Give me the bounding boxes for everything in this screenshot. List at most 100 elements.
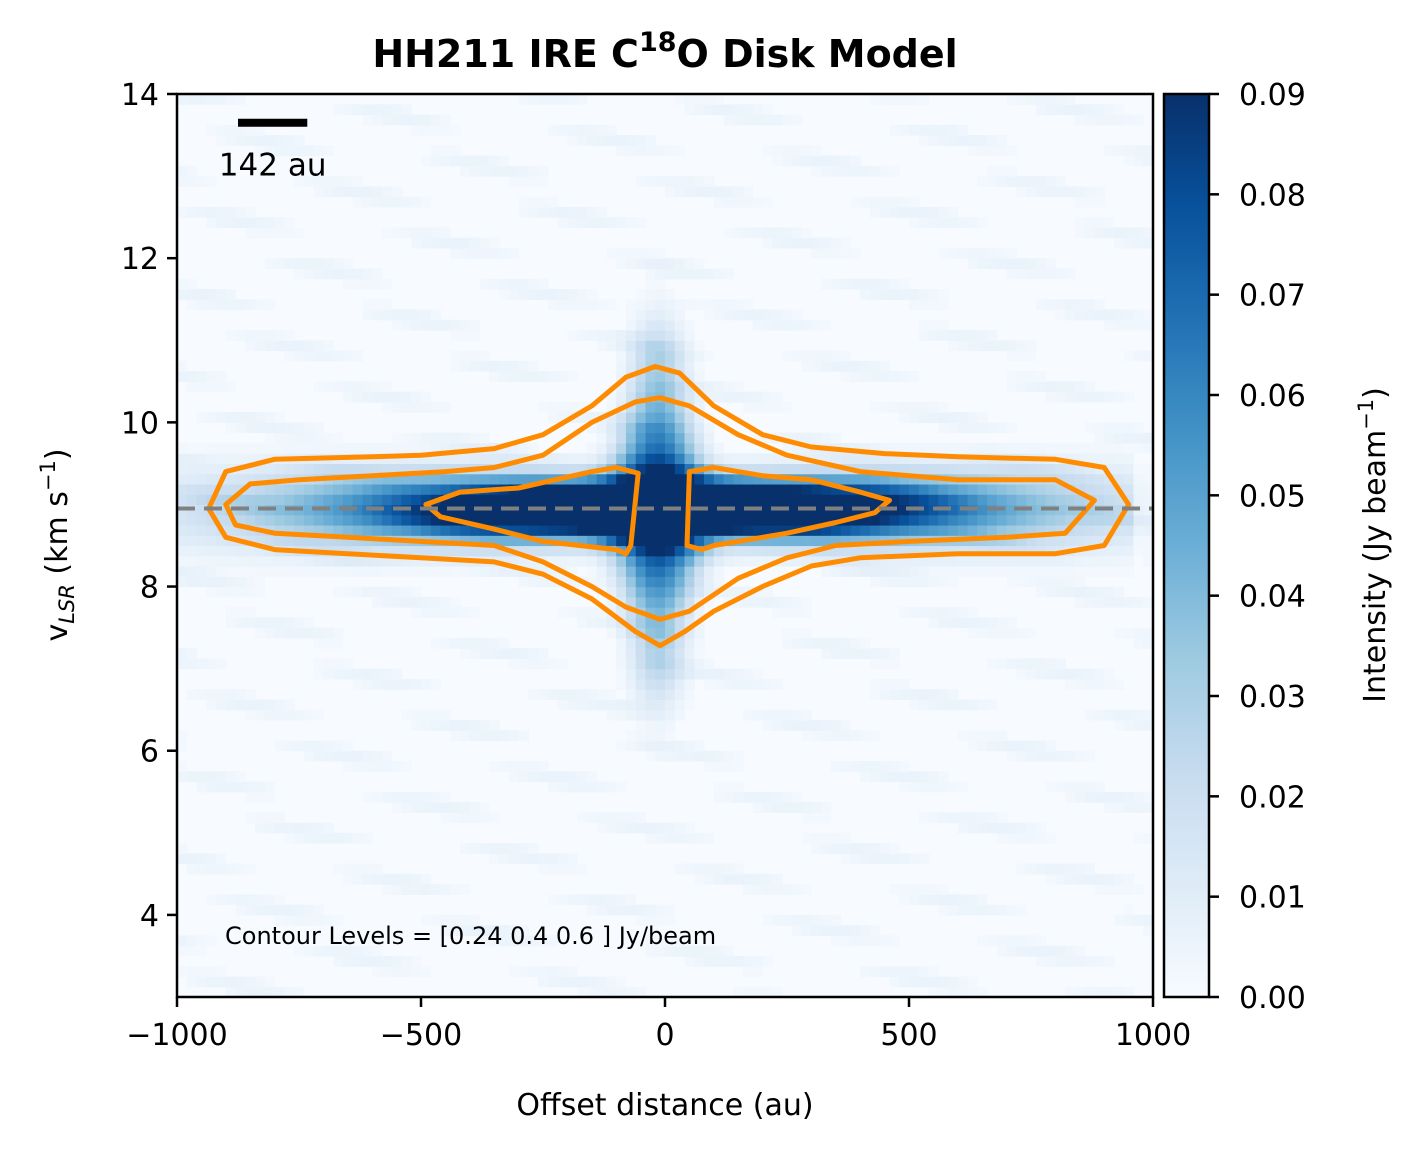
heatmap-cell	[567, 699, 578, 711]
heatmap-cell	[440, 914, 451, 926]
heatmap-cell	[391, 791, 403, 803]
colorbar-tick-label: 0.02	[1239, 780, 1306, 815]
heatmap-cell	[518, 360, 529, 372]
heatmap-cell	[352, 268, 364, 280]
heatmap-cell	[1006, 340, 1017, 352]
heatmap-cell	[606, 812, 617, 824]
heatmap-cell	[655, 935, 666, 947]
heatmap-cell	[264, 227, 276, 239]
heatmap-cell	[791, 114, 803, 126]
heatmap-cell	[869, 473, 881, 485]
heatmap-cell	[557, 976, 568, 988]
heatmap-cell	[538, 288, 549, 300]
heatmap-cell	[196, 781, 207, 793]
heatmap-cell	[635, 637, 647, 649]
heatmap-cell	[694, 627, 705, 639]
heatmap-cell	[538, 771, 549, 783]
heatmap-cell	[460, 719, 471, 731]
heatmap-cell	[1113, 473, 1125, 485]
heatmap-cell	[567, 607, 578, 618]
heatmap-cell	[547, 566, 559, 577]
heatmap-cell	[440, 802, 451, 813]
heatmap-cell	[967, 524, 978, 536]
heatmap-cell	[645, 555, 656, 567]
heatmap-cell	[743, 494, 754, 506]
heatmap-cell	[1055, 863, 1066, 875]
heatmap-cell	[957, 822, 969, 834]
heatmap-cell	[606, 473, 617, 485]
heatmap-cell	[206, 555, 217, 567]
heatmap-cell	[713, 104, 725, 116]
heatmap-cell	[655, 617, 666, 629]
heatmap-cell	[430, 319, 442, 331]
heatmap-cell	[1055, 94, 1066, 105]
heatmap-cell	[1084, 586, 1096, 598]
heatmap-cell	[1045, 945, 1056, 957]
heatmap-cell	[284, 135, 295, 146]
heatmap-cell	[586, 473, 598, 485]
heatmap-cell	[1113, 986, 1125, 997]
heatmap-cell	[489, 843, 500, 854]
heatmap-cell	[967, 894, 978, 906]
heatmap-cell	[196, 299, 207, 311]
heatmap-cell	[528, 442, 539, 454]
heatmap-cell	[791, 555, 803, 567]
heatmap-cell	[704, 473, 715, 485]
heatmap-cell	[625, 904, 637, 916]
heatmap-cell	[255, 822, 266, 834]
heatmap-cell	[928, 884, 939, 895]
heatmap-cell	[762, 873, 773, 885]
heatmap-cell	[1143, 504, 1153, 516]
heatmap-cell	[733, 483, 744, 495]
heatmap-cell	[752, 483, 764, 495]
heatmap-cell	[440, 596, 451, 608]
heatmap-cell	[665, 309, 676, 321]
heatmap-cell	[811, 155, 822, 167]
heatmap-cell	[245, 494, 256, 506]
heatmap-cell	[762, 709, 773, 721]
heatmap-cell	[762, 483, 773, 495]
heatmap-cell	[596, 689, 608, 701]
heatmap-cell	[655, 319, 666, 331]
heatmap-cell	[499, 566, 510, 577]
heatmap-cell	[684, 678, 695, 690]
heatmap-cell	[1123, 442, 1135, 454]
heatmap-cell	[586, 689, 598, 701]
heatmap-cell	[616, 668, 627, 680]
heatmap-cell	[811, 504, 822, 516]
heatmap-cell	[977, 894, 988, 906]
heatmap-cell	[245, 299, 256, 311]
heatmap-cell	[625, 299, 637, 311]
heatmap-cell	[909, 566, 920, 577]
heatmap-cell	[391, 104, 403, 116]
heatmap-cell	[957, 514, 969, 526]
heatmap-cell	[372, 196, 383, 208]
heatmap-cell	[713, 268, 725, 280]
heatmap-cell	[577, 330, 588, 341]
heatmap-cell	[450, 925, 461, 937]
heatmap-cell	[538, 760, 549, 772]
heatmap-cell	[460, 504, 471, 516]
heatmap-cell	[665, 442, 676, 454]
heatmap-cell	[440, 709, 451, 721]
heatmap-cell	[879, 278, 891, 290]
heatmap-cell	[665, 176, 676, 187]
heatmap-cell	[606, 822, 617, 834]
heatmap-cell	[1065, 535, 1076, 547]
heatmap-cell	[557, 689, 568, 701]
heatmap-cell	[655, 432, 666, 444]
heatmap-cell	[665, 268, 676, 280]
heatmap-cell	[977, 904, 988, 916]
heatmap-cell	[1065, 442, 1076, 454]
heatmap-cell	[674, 319, 686, 331]
heatmap-cell	[830, 155, 842, 167]
heatmap-cell	[704, 442, 715, 454]
heatmap-cell	[674, 350, 686, 362]
heatmap-cell	[225, 894, 237, 906]
heatmap-cell	[899, 124, 910, 136]
heatmap-cell	[342, 668, 354, 680]
heatmap-cell	[362, 104, 373, 116]
heatmap-cell	[547, 94, 559, 105]
heatmap-cell	[1104, 514, 1115, 526]
heatmap-cell	[362, 381, 373, 393]
